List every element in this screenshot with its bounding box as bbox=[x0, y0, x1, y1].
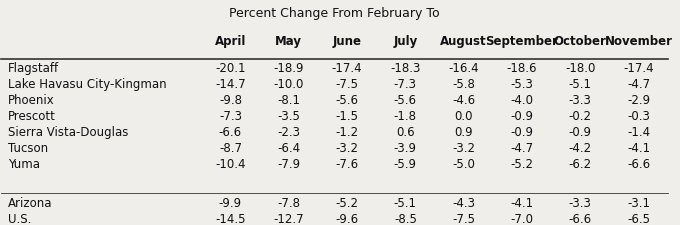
Text: -6.5: -6.5 bbox=[627, 213, 650, 225]
Text: -12.7: -12.7 bbox=[273, 213, 304, 225]
Text: Percent Change From February To: Percent Change From February To bbox=[229, 7, 440, 20]
Text: -0.9: -0.9 bbox=[568, 126, 592, 139]
Text: -18.0: -18.0 bbox=[565, 62, 596, 75]
Text: -3.5: -3.5 bbox=[277, 110, 300, 123]
Text: -4.6: -4.6 bbox=[452, 94, 475, 107]
Text: July: July bbox=[393, 35, 418, 48]
Text: -4.1: -4.1 bbox=[511, 197, 534, 210]
Text: Lake Havasu City-Kingman: Lake Havasu City-Kingman bbox=[8, 78, 167, 91]
Text: -5.2: -5.2 bbox=[511, 158, 533, 171]
Text: -17.4: -17.4 bbox=[623, 62, 654, 75]
Text: -4.2: -4.2 bbox=[568, 142, 592, 155]
Text: -18.3: -18.3 bbox=[390, 62, 420, 75]
Text: -4.3: -4.3 bbox=[452, 197, 475, 210]
Text: -5.0: -5.0 bbox=[452, 158, 475, 171]
Text: 0.6: 0.6 bbox=[396, 126, 415, 139]
Text: May: May bbox=[275, 35, 302, 48]
Text: -8.7: -8.7 bbox=[219, 142, 242, 155]
Text: August: August bbox=[441, 35, 487, 48]
Text: -20.1: -20.1 bbox=[215, 62, 245, 75]
Text: -7.3: -7.3 bbox=[219, 110, 242, 123]
Text: -5.1: -5.1 bbox=[394, 197, 417, 210]
Text: -6.6: -6.6 bbox=[568, 213, 592, 225]
Text: -0.9: -0.9 bbox=[511, 126, 533, 139]
Text: -7.3: -7.3 bbox=[394, 78, 417, 91]
Text: -4.7: -4.7 bbox=[511, 142, 534, 155]
Text: -2.3: -2.3 bbox=[277, 126, 301, 139]
Text: -3.3: -3.3 bbox=[568, 197, 592, 210]
Text: -7.6: -7.6 bbox=[335, 158, 358, 171]
Text: -5.6: -5.6 bbox=[394, 94, 417, 107]
Text: Yuma: Yuma bbox=[8, 158, 40, 171]
Text: Flagstaff: Flagstaff bbox=[8, 62, 59, 75]
Text: Phoenix: Phoenix bbox=[8, 94, 55, 107]
Text: -1.5: -1.5 bbox=[335, 110, 358, 123]
Text: -5.8: -5.8 bbox=[452, 78, 475, 91]
Text: -0.2: -0.2 bbox=[568, 110, 592, 123]
Text: -16.4: -16.4 bbox=[448, 62, 479, 75]
Text: Prescott: Prescott bbox=[8, 110, 56, 123]
Text: -0.3: -0.3 bbox=[627, 110, 650, 123]
Text: -1.2: -1.2 bbox=[335, 126, 358, 139]
Text: -6.2: -6.2 bbox=[568, 158, 592, 171]
Text: -4.1: -4.1 bbox=[627, 142, 650, 155]
Text: -18.6: -18.6 bbox=[507, 62, 537, 75]
Text: -10.0: -10.0 bbox=[273, 78, 304, 91]
Text: -6.6: -6.6 bbox=[627, 158, 650, 171]
Text: -14.7: -14.7 bbox=[215, 78, 245, 91]
Text: Tucson: Tucson bbox=[8, 142, 48, 155]
Text: -5.2: -5.2 bbox=[335, 197, 358, 210]
Text: Sierra Vista-Douglas: Sierra Vista-Douglas bbox=[8, 126, 129, 139]
Text: -8.5: -8.5 bbox=[394, 213, 417, 225]
Text: September: September bbox=[486, 35, 558, 48]
Text: November: November bbox=[605, 35, 673, 48]
Text: -3.3: -3.3 bbox=[568, 94, 592, 107]
Text: April: April bbox=[215, 35, 246, 48]
Text: -14.5: -14.5 bbox=[215, 213, 245, 225]
Text: -17.4: -17.4 bbox=[332, 62, 362, 75]
Text: -5.1: -5.1 bbox=[568, 78, 592, 91]
Text: Arizona: Arizona bbox=[8, 197, 52, 210]
Text: -7.9: -7.9 bbox=[277, 158, 301, 171]
Text: -9.8: -9.8 bbox=[219, 94, 242, 107]
Text: June: June bbox=[333, 35, 362, 48]
Text: -10.4: -10.4 bbox=[215, 158, 245, 171]
Text: -5.6: -5.6 bbox=[335, 94, 358, 107]
Text: 0.9: 0.9 bbox=[454, 126, 473, 139]
Text: -3.2: -3.2 bbox=[335, 142, 358, 155]
Text: -3.1: -3.1 bbox=[627, 197, 650, 210]
Text: -7.5: -7.5 bbox=[452, 213, 475, 225]
Text: -1.8: -1.8 bbox=[394, 110, 417, 123]
Text: -4.7: -4.7 bbox=[627, 78, 650, 91]
Text: -4.0: -4.0 bbox=[511, 94, 533, 107]
Text: -2.9: -2.9 bbox=[627, 94, 650, 107]
Text: -9.9: -9.9 bbox=[219, 197, 242, 210]
Text: -5.9: -5.9 bbox=[394, 158, 417, 171]
Text: -0.9: -0.9 bbox=[511, 110, 533, 123]
Text: -7.8: -7.8 bbox=[277, 197, 301, 210]
Text: -6.4: -6.4 bbox=[277, 142, 301, 155]
Text: -18.9: -18.9 bbox=[273, 62, 304, 75]
Text: -1.4: -1.4 bbox=[627, 126, 650, 139]
Text: -7.5: -7.5 bbox=[335, 78, 358, 91]
Text: U.S.: U.S. bbox=[8, 213, 31, 225]
Text: -8.1: -8.1 bbox=[277, 94, 301, 107]
Text: -7.0: -7.0 bbox=[511, 213, 533, 225]
Text: -3.9: -3.9 bbox=[394, 142, 417, 155]
Text: -3.2: -3.2 bbox=[452, 142, 475, 155]
Text: -6.6: -6.6 bbox=[219, 126, 242, 139]
Text: -5.3: -5.3 bbox=[511, 78, 533, 91]
Text: October: October bbox=[554, 35, 607, 48]
Text: -9.6: -9.6 bbox=[335, 213, 358, 225]
Text: 0.0: 0.0 bbox=[454, 110, 473, 123]
